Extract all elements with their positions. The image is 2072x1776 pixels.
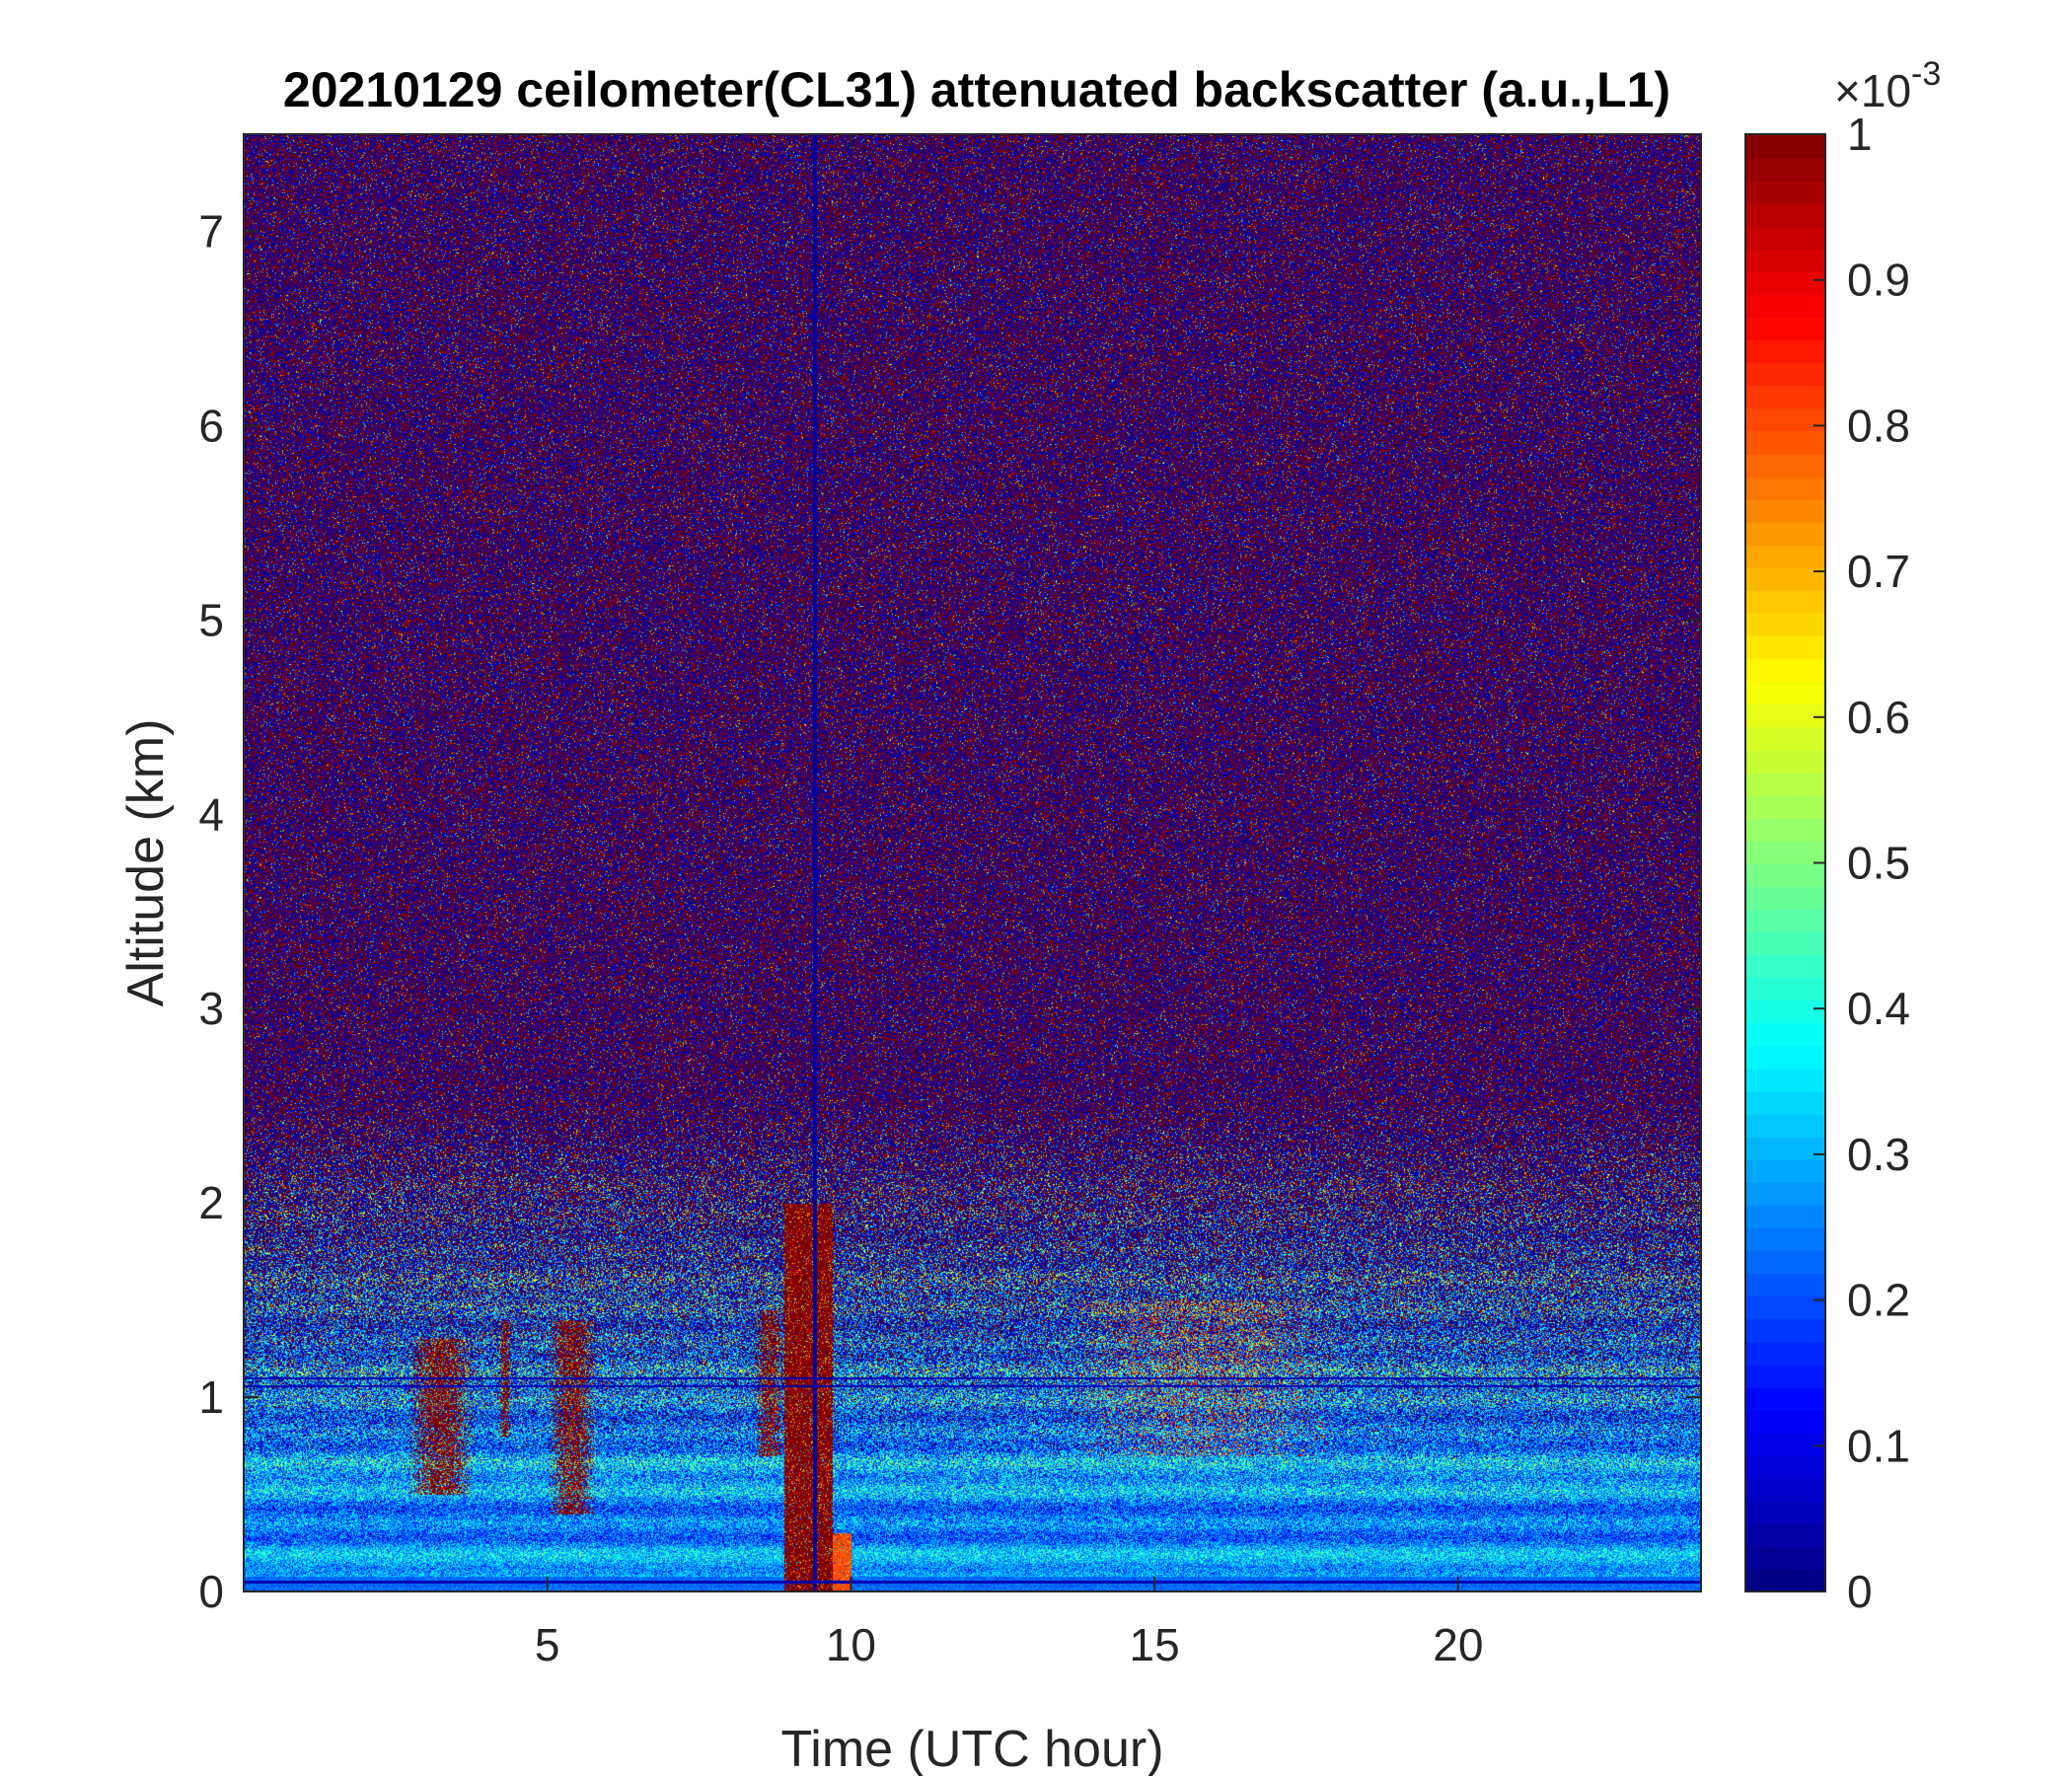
- x-tick-label: 5: [535, 1619, 560, 1670]
- colorbar-tick-label: 1: [1847, 109, 1873, 160]
- y-tick-label: 6: [198, 400, 224, 451]
- colorbar-exponent-power: -3: [1911, 55, 1941, 93]
- x-axis-label: Time (UTC hour): [780, 1721, 1163, 1776]
- x-tick-label: 10: [826, 1619, 876, 1670]
- y-tick-label: 7: [198, 205, 224, 257]
- colorbar-frame: [1744, 133, 1826, 1592]
- colorbar-tick-label: 0.1: [1847, 1420, 1910, 1471]
- y-tick-label: 2: [198, 1177, 224, 1228]
- colorbar-tick-label: 0: [1847, 1566, 1873, 1617]
- colorbar-tick-label: 0.3: [1847, 1129, 1910, 1180]
- y-tick-label: 0: [198, 1566, 224, 1617]
- chart-title: 20210129 ceilometer(CL31) attenuated bac…: [282, 62, 1671, 117]
- colorbar-tick-label: 0.7: [1847, 546, 1910, 597]
- colorbar-exponent: ×10-3: [1834, 55, 1941, 116]
- plot-frame: [243, 133, 1702, 1592]
- y-axis-label: Altitude (km): [117, 719, 175, 1007]
- colorbar-tick-label: 0.2: [1847, 1275, 1910, 1326]
- y-tick-label: 5: [198, 594, 224, 645]
- colorbar-tick-label: 0.4: [1847, 983, 1910, 1034]
- y-tick-label: 1: [198, 1371, 224, 1423]
- colorbar-tick-label: 0.6: [1847, 692, 1910, 743]
- colorbar-tick-label: 0.8: [1847, 400, 1910, 451]
- colorbar-tick-label: 0.9: [1847, 255, 1910, 306]
- backscatter-heatmap: [244, 134, 1701, 1591]
- x-tick-label: 20: [1433, 1619, 1483, 1670]
- colorbar-tick-label: 0.5: [1847, 838, 1910, 889]
- y-tick-label: 3: [198, 983, 224, 1034]
- x-tick-label: 15: [1130, 1619, 1180, 1670]
- y-tick-label: 4: [198, 788, 224, 840]
- colorbar: [1745, 134, 1825, 1591]
